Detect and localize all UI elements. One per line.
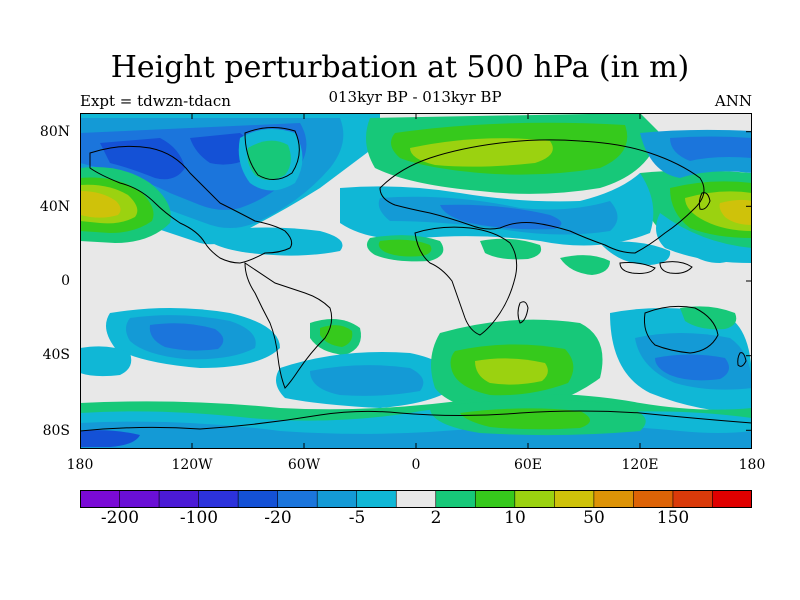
- colorbar-box: [356, 490, 398, 508]
- colorbar-frame: [80, 490, 752, 508]
- tropical-patches: [200, 227, 740, 275]
- colorbar-label: -5: [348, 508, 366, 528]
- lon-label-180e: 180: [738, 457, 766, 473]
- colorbar-label: 10: [504, 508, 526, 528]
- south-atlantic-negative: [276, 352, 460, 408]
- colorbar-box: [316, 490, 358, 508]
- lon-label-60e: 60E: [513, 457, 543, 473]
- colorbar-box: [672, 490, 714, 508]
- season-label: ANN: [714, 92, 752, 110]
- axis-ticks: [191, 113, 752, 449]
- colorbar-box: [80, 490, 121, 508]
- lat-label-40n: 40N: [39, 199, 70, 215]
- lon-label-180w: 180: [66, 457, 94, 473]
- greenland-positive: [238, 129, 303, 191]
- lat-label-40s: 40S: [42, 347, 70, 363]
- chart-title: Height perturbation at 500 hPa (in m): [110, 50, 690, 85]
- lon-label-0: 0: [411, 457, 421, 473]
- lon-label-120w: 120W: [171, 457, 213, 473]
- colorbar-box: [514, 490, 556, 508]
- lat-label-80n: 80N: [39, 124, 70, 140]
- colorbar: [80, 490, 752, 508]
- colorbar-boxes: [80, 490, 752, 508]
- height-perturbation-map: [80, 113, 752, 449]
- colorbar-box: [712, 490, 752, 508]
- colorbar-box: [198, 490, 239, 508]
- eurasia-positive: [366, 113, 660, 194]
- lat-label-80s: 80S: [42, 423, 70, 439]
- south-pacific-negative: [106, 308, 280, 368]
- south-africa-positive: [431, 319, 603, 413]
- chart-subtitle: 013kyr BP - 013kyr BP: [328, 88, 502, 106]
- lon-label-60w: 60W: [287, 457, 321, 473]
- colorbar-box: [119, 490, 160, 508]
- colorbar-label: 50: [583, 508, 605, 528]
- colorbar-box: [633, 490, 674, 508]
- colorbar-box: [554, 490, 595, 508]
- colorbar-box: [435, 490, 477, 508]
- colorbar-label: -20: [264, 508, 292, 528]
- experiment-label: Expt = tdwzn-tdacn: [80, 92, 231, 110]
- colorbar-box: [395, 490, 437, 508]
- colorbar-box: [593, 490, 635, 508]
- lat-label-eq: 0: [61, 273, 70, 289]
- colorbar-box: [474, 490, 516, 508]
- north-pacific-positive-west: [80, 167, 171, 243]
- coastlines: [80, 127, 752, 432]
- colorbar-label: 150: [656, 508, 690, 528]
- colorbar-label: -100: [179, 508, 219, 528]
- south-america-positive: [310, 319, 361, 355]
- colorbar-label: 2: [430, 508, 442, 528]
- colorbar-label: -200: [100, 508, 140, 528]
- colorbar-box: [277, 490, 318, 508]
- antarctic-positive: [80, 394, 752, 449]
- colorbar-box: [158, 490, 200, 508]
- lon-label-120e: 120E: [621, 457, 659, 473]
- australia-region: [80, 306, 752, 413]
- colorbar-box: [237, 490, 279, 508]
